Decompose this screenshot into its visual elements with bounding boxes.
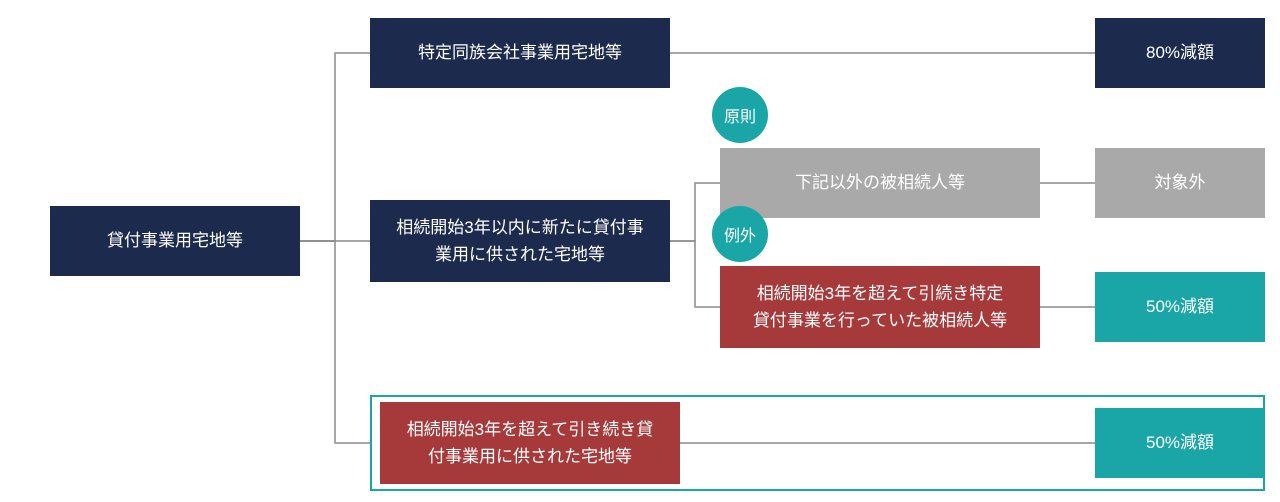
tag-label: 原則 bbox=[724, 103, 756, 127]
sub-node: 下記以外の被相続人等 bbox=[720, 148, 1040, 218]
branch-node: 特定同族会社事業用宅地等 bbox=[370, 18, 670, 88]
root-node: 貸付事業用宅地等 bbox=[50, 206, 300, 276]
tag-label: 例外 bbox=[724, 222, 756, 246]
branch-label: 相続開始3年以内に新たに貸付事 業用に供された宅地等 bbox=[396, 214, 643, 268]
branch-label: 相続開始3年を超えて引き続き貸 付事業用に供された宅地等 bbox=[407, 416, 654, 470]
result-label: 50%減額 bbox=[1146, 429, 1214, 456]
branch-label: 特定同族会社事業用宅地等 bbox=[418, 39, 622, 66]
branch-node: 相続開始3年を超えて引き続き貸 付事業用に供された宅地等 bbox=[380, 402, 680, 484]
sub-node: 相続開始3年を超えて引続き特定 貸付事業を行っていた被相続人等 bbox=[720, 266, 1040, 348]
tag-circle: 原則 bbox=[712, 87, 768, 143]
result-label: 80%減額 bbox=[1146, 39, 1214, 66]
sub-label: 相続開始3年を超えて引続き特定 貸付事業を行っていた被相続人等 bbox=[753, 280, 1007, 334]
sub-label: 下記以外の被相続人等 bbox=[795, 169, 965, 196]
result-node: 50%減額 bbox=[1095, 408, 1265, 478]
result-node: 対象外 bbox=[1095, 148, 1265, 218]
tag-circle: 例外 bbox=[712, 206, 768, 262]
branch-node: 相続開始3年以内に新たに貸付事 業用に供された宅地等 bbox=[370, 200, 670, 282]
result-label: 対象外 bbox=[1155, 169, 1206, 196]
result-label: 50%減額 bbox=[1146, 293, 1214, 320]
root-label: 貸付事業用宅地等 bbox=[107, 227, 243, 254]
result-node: 50%減額 bbox=[1095, 272, 1265, 342]
result-node: 80%減額 bbox=[1095, 18, 1265, 88]
